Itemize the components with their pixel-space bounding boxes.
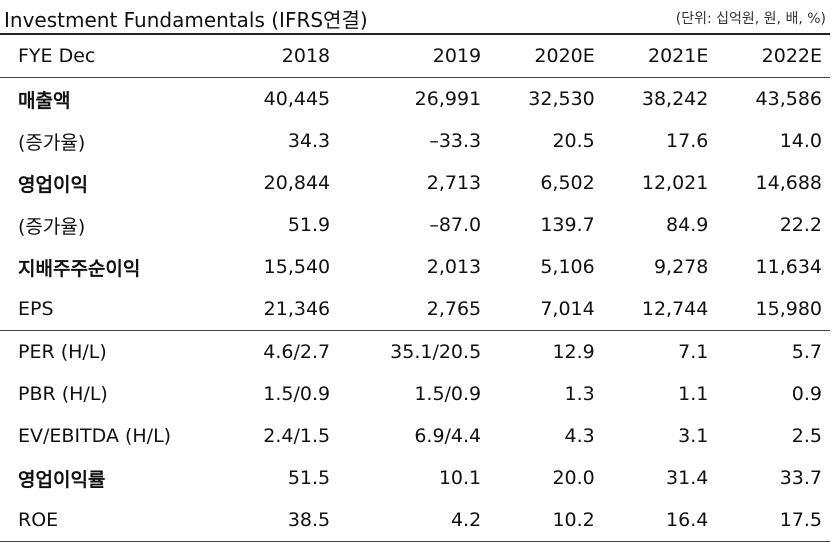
row-label: EV/EBITDA (H/L) <box>18 425 172 447</box>
cell: 5,106 <box>540 256 595 278</box>
row-label: PBR (H/L) <box>18 383 108 405</box>
column-header: FYE Dec <box>0 34 224 78</box>
table-row: PBR (H/L) 1.5/0.9 1.5/0.9 1.3 1.1 0.9 <box>0 373 830 415</box>
cell: 12.9 <box>552 341 595 363</box>
row-label: ROE <box>18 509 59 531</box>
title: Investment Fundamentals (IFRS연결) <box>4 8 368 32</box>
cell: 12,021 <box>641 172 709 194</box>
cell: 14,688 <box>755 172 822 194</box>
row-label: 영업이익 <box>18 173 88 196</box>
cell: 32,530 <box>528 88 595 110</box>
cell: 4.2 <box>450 509 482 531</box>
table-row: PER (H/L) 4.6/2.7 35.1/20.5 12.9 7.1 5.7 <box>0 331 830 374</box>
cell: 31.4 <box>666 467 709 489</box>
cell: –87.0 <box>429 214 482 236</box>
cell: 10.2 <box>552 509 595 531</box>
cell: 2,013 <box>426 256 482 278</box>
cell: 15,980 <box>716 288 830 331</box>
cell: 1.3 <box>564 383 595 405</box>
cell: 1.1 <box>678 383 709 405</box>
cell: 17.6 <box>666 130 709 152</box>
cell: 1.5/0.9 <box>263 383 331 405</box>
cell: 34.3 <box>287 130 331 152</box>
table-row: 매출액 40,445 26,991 32,530 38,242 43,586 <box>0 78 830 121</box>
cell: 139.7 <box>540 214 595 236</box>
cell: 20,844 <box>263 172 331 194</box>
row-label: 영업이익률 <box>18 468 106 491</box>
cell: 9,278 <box>653 256 709 278</box>
row-label: PER (H/L) <box>18 341 107 363</box>
cell: 0.9 <box>791 383 822 405</box>
cell: 6,502 <box>540 172 595 194</box>
cell: 2.4/1.5 <box>263 425 331 447</box>
unit-note: (단위: 십억원, 원, 배, %) <box>675 11 826 27</box>
cell: 20.0 <box>552 467 595 489</box>
cell: 51.9 <box>287 214 331 236</box>
cell: 2,765 <box>338 288 490 331</box>
cell: 7.1 <box>678 341 709 363</box>
header-row: FYE Dec 2018 2019 2020E 2021E 2022E <box>0 34 830 78</box>
cell: 17.5 <box>779 509 822 531</box>
row-label: (증가율) <box>18 131 86 154</box>
cell: 35.1/20.5 <box>390 341 482 363</box>
table-row: (증가율) 34.3 –33.3 20.5 17.6 14.0 <box>0 120 830 162</box>
cell: 22.2 <box>779 214 822 236</box>
cell: 33.7 <box>779 467 822 489</box>
cell: –33.3 <box>429 130 482 152</box>
cell: 2.5 <box>791 425 822 447</box>
row-label: 지배주주순이익 <box>18 257 141 280</box>
cell: 38.5 <box>287 509 331 531</box>
column-header: 2020E <box>489 34 603 78</box>
table-row: 영업이익 20,844 2,713 6,502 12,021 14,688 <box>0 162 830 204</box>
cell: 3.1 <box>678 425 709 447</box>
cell: 51.5 <box>287 467 331 489</box>
column-header: 2022E <box>716 34 830 78</box>
cell: 1.5/0.9 <box>414 383 482 405</box>
column-header: 2018 <box>224 34 339 78</box>
cell: 40,445 <box>263 88 331 110</box>
table-row: 지배주주순이익 15,540 2,013 5,106 9,278 11,634 <box>0 246 830 288</box>
table-row: EV/EBITDA (H/L) 2.4/1.5 6.9/4.4 4.3 3.1 2.5 <box>0 415 830 457</box>
row-label: 매출액 <box>18 89 71 112</box>
table-row: EPS 21,346 2,765 7,014 12,744 15,980 <box>0 288 830 331</box>
column-header: 2019 <box>338 34 490 78</box>
cell: 26,991 <box>414 88 482 110</box>
cell: 38,242 <box>641 88 709 110</box>
cell: 10.1 <box>438 467 482 489</box>
table-row: (증가율) 51.9 –87.0 139.7 84.9 22.2 <box>0 204 830 246</box>
cell: 21,346 <box>224 288 339 331</box>
row-label: (증가율) <box>18 215 86 238</box>
cell: 5.7 <box>791 341 822 363</box>
cell: 12,744 <box>602 288 717 331</box>
cell: 14.0 <box>779 130 822 152</box>
column-header: 2021E <box>602 34 717 78</box>
cell: 2,713 <box>426 172 482 194</box>
cell: 84.9 <box>666 214 709 236</box>
cell: 6.9/4.4 <box>414 425 482 447</box>
fundamentals-table: FYE Dec 2018 2019 2020E 2021E 2022E 매출액 40,445 2… <box>0 33 830 542</box>
row-label: EPS <box>0 288 224 331</box>
cell: 43,586 <box>755 88 822 110</box>
cell: 15,540 <box>263 256 331 278</box>
cell: 4.6/2.7 <box>263 341 331 363</box>
cell: 20.5 <box>552 130 595 152</box>
table-row: 영업이익률 51.5 10.1 20.0 31.4 33.7 <box>0 457 830 499</box>
cell: 16.4 <box>666 509 709 531</box>
cell: 4.3 <box>564 425 595 447</box>
cell: 7,014 <box>489 288 603 331</box>
table-row: ROE 38.5 4.2 10.2 16.4 17.5 <box>0 499 830 542</box>
cell: 11,634 <box>755 256 822 278</box>
